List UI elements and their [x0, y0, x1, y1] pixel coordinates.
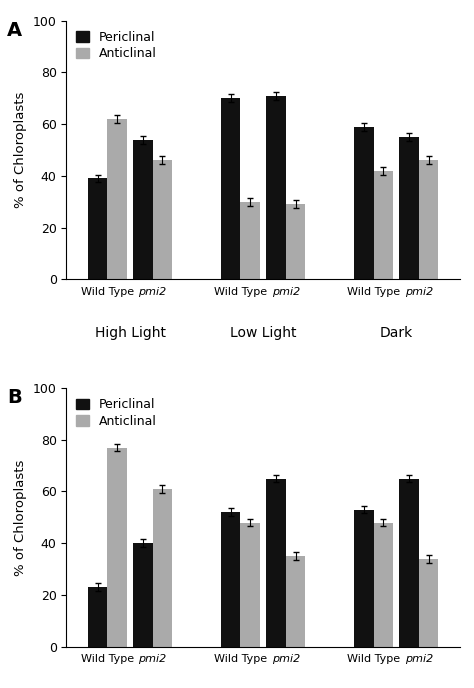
- Legend: Periclinal, Anticlinal: Periclinal, Anticlinal: [73, 394, 161, 431]
- Bar: [108, 447, 127, 647]
- Bar: [153, 489, 172, 647]
- Bar: [133, 544, 153, 647]
- Bar: [108, 119, 127, 279]
- Bar: [374, 171, 393, 279]
- Bar: [88, 588, 108, 647]
- Bar: [354, 127, 374, 279]
- Bar: [240, 523, 260, 647]
- Text: A: A: [8, 21, 22, 40]
- Text: B: B: [8, 388, 22, 407]
- Bar: [286, 204, 305, 279]
- Bar: [153, 160, 172, 279]
- Bar: [419, 559, 438, 647]
- Bar: [286, 556, 305, 647]
- Bar: [399, 479, 419, 647]
- Y-axis label: % of Chloroplasts: % of Chloroplasts: [14, 459, 27, 576]
- Bar: [133, 140, 153, 279]
- Bar: [399, 137, 419, 279]
- Text: Low Light: Low Light: [230, 326, 296, 340]
- Bar: [221, 98, 240, 279]
- Text: High Light: High Light: [94, 326, 165, 340]
- Bar: [221, 512, 240, 647]
- Bar: [240, 202, 260, 279]
- Y-axis label: % of Chloroplasts: % of Chloroplasts: [14, 92, 27, 208]
- Bar: [88, 178, 108, 279]
- Legend: Periclinal, Anticlinal: Periclinal, Anticlinal: [73, 27, 161, 64]
- Text: Dark: Dark: [380, 326, 413, 340]
- Bar: [354, 510, 374, 647]
- Bar: [266, 479, 286, 647]
- Bar: [266, 96, 286, 279]
- Bar: [374, 523, 393, 647]
- Bar: [419, 160, 438, 279]
